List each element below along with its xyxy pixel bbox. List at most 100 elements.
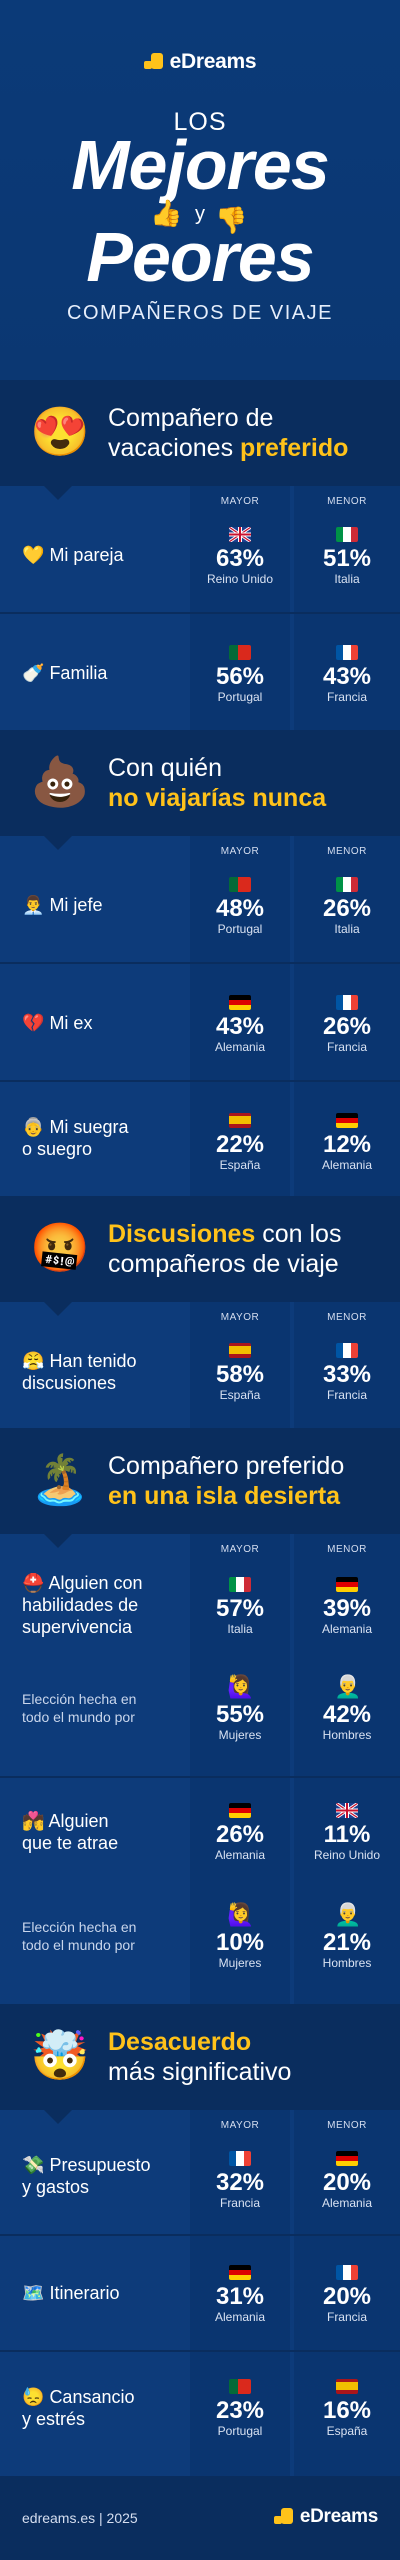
broken-heart-icon: 💔 bbox=[22, 1013, 45, 1033]
flag-spain-icon bbox=[228, 1342, 252, 1358]
percentage: 20% bbox=[322, 2283, 372, 2310]
gender-label: Mujeres bbox=[218, 1728, 262, 1742]
country: Alemania bbox=[321, 1158, 373, 1172]
flag-uk-icon bbox=[228, 526, 252, 542]
cell-mujeres: 🙋‍♀️ 55% Mujeres bbox=[190, 1674, 290, 1743]
country: Italia bbox=[227, 1622, 253, 1636]
poop-icon: 💩 bbox=[30, 756, 90, 809]
percentage: 26% bbox=[215, 1821, 265, 1848]
percentage: 16% bbox=[322, 2397, 372, 2424]
woman-icon: 🙋‍♀️ bbox=[227, 1902, 255, 1927]
section-title-line1: Compañero preferido bbox=[108, 1452, 345, 1480]
percentage: 20% bbox=[322, 2169, 372, 2196]
section-title-highlight: Desacuerdo bbox=[108, 2028, 252, 2056]
rescue-helmet-icon: ⛑️ bbox=[22, 1573, 45, 1593]
cell-menor: 33% Francia bbox=[297, 1342, 397, 1403]
row-text: supervivencia bbox=[22, 1617, 133, 1637]
flag-portugal-icon bbox=[228, 2378, 252, 2394]
country: Alemania bbox=[214, 1848, 266, 1862]
title-mejores: Mejores bbox=[71, 126, 330, 204]
older-woman-icon: 👵 bbox=[22, 1117, 45, 1137]
flag-france-icon bbox=[335, 994, 359, 1010]
column-menor bbox=[294, 1534, 400, 2004]
cell-menor: 12% Alemania bbox=[297, 1112, 397, 1173]
country: Alemania bbox=[214, 2310, 266, 2324]
label-mayor: MAYOR bbox=[220, 2120, 260, 2131]
cell-mujeres: 🙋‍♀️ 10% Mujeres bbox=[190, 1902, 290, 1971]
label-menor: MENOR bbox=[327, 846, 367, 857]
cell-mayor: 56% Portugal bbox=[190, 644, 290, 705]
section-header-no-viajarias: 💩 Con quién no viajarías nunca bbox=[0, 730, 400, 836]
percentage: 22% bbox=[215, 1131, 265, 1158]
edreams-logo-icon bbox=[273, 2508, 294, 2526]
flag-italy-icon bbox=[335, 876, 359, 892]
row-text: discusiones bbox=[22, 1373, 117, 1393]
row-label-mi-ex: 💔 Mi ex bbox=[22, 1012, 92, 1034]
title-y: y bbox=[195, 203, 205, 225]
row-text: Mi pareja bbox=[49, 545, 124, 565]
gender-label: Hombres bbox=[322, 1956, 372, 1970]
brand-logo[interactable]: eDreams bbox=[0, 50, 400, 74]
country: Alemania bbox=[321, 1622, 373, 1636]
man-icon: 👨‍🦳 bbox=[334, 1902, 362, 1927]
section-notch bbox=[44, 1534, 72, 1548]
sweat-face-icon: 😓 bbox=[22, 2387, 45, 2407]
row-text: y estrés bbox=[22, 2409, 86, 2429]
row-label-alguien-atrae: 💏 Alguien que te atrae bbox=[22, 1810, 118, 1854]
label-mayor: MAYOR bbox=[220, 846, 260, 857]
baby-bottle-icon: 🍼 bbox=[22, 663, 45, 683]
row-text: Presupuesto bbox=[49, 2155, 151, 2175]
row-label-mi-suegra: 👵 Mi suegra o suegro bbox=[22, 1116, 128, 1160]
row-text: que te atrae bbox=[22, 1833, 119, 1853]
cell-mayor: 43% Alemania bbox=[190, 994, 290, 1055]
cell-mayor: 32% Francia bbox=[190, 2150, 290, 2211]
cell-menor: 20% Francia bbox=[297, 2264, 397, 2325]
gender-label: Mujeres bbox=[218, 1956, 262, 1970]
column-mayor bbox=[190, 2110, 290, 2476]
country: Francia bbox=[326, 1388, 367, 1402]
row-text: Mi suegra bbox=[49, 1117, 129, 1137]
footer: edreams.es | 2025 eDreams bbox=[0, 2476, 400, 2560]
flag-france-icon bbox=[228, 2150, 252, 2166]
flag-portugal-icon bbox=[228, 876, 252, 892]
man-icon: 👨‍🦳 bbox=[334, 1674, 362, 1699]
country: Francia bbox=[219, 2196, 260, 2210]
footer-site-link[interactable]: edreams.es | 2025 bbox=[22, 2510, 138, 2526]
flag-portugal-icon bbox=[228, 644, 252, 660]
section-title: Compañero de vacaciones preferido bbox=[108, 403, 348, 463]
flag-france-icon bbox=[335, 644, 359, 660]
section-title-highlight: en una isla desierta bbox=[108, 1482, 341, 1510]
section-title: Con quién no viajarías nunca bbox=[108, 753, 326, 813]
thumbs-up-icon: 👍 bbox=[150, 198, 183, 228]
footer-brand-logo[interactable]: eDreams bbox=[273, 2506, 378, 2528]
flag-france-icon bbox=[335, 2264, 359, 2280]
cell-mayor: 57% Italia bbox=[190, 1576, 290, 1637]
subtitle: COMPAÑEROS DE VIAJE bbox=[67, 302, 333, 324]
row-text: Itinerario bbox=[49, 2283, 120, 2303]
label-menor: MENOR bbox=[327, 2120, 367, 2131]
row-divider bbox=[0, 2234, 400, 2236]
map-icon: 🗺️ bbox=[22, 2283, 45, 2303]
title-los: LOS bbox=[173, 108, 227, 136]
brand-name: eDreams bbox=[169, 50, 257, 73]
section-body-discusiones: MAYOR MENOR 😤 Han tenido discusiones 58% … bbox=[0, 1302, 400, 1428]
section-title-highlight: no viajarías nunca bbox=[108, 784, 327, 812]
row-divider bbox=[0, 1080, 400, 1082]
cell-mayor: 23% Portugal bbox=[190, 2378, 290, 2439]
flag-france-icon bbox=[335, 1342, 359, 1358]
country: España bbox=[326, 2424, 368, 2438]
cell-menor: 51% Italia bbox=[297, 526, 397, 587]
percentage: 31% bbox=[215, 2283, 265, 2310]
percentage: 51% bbox=[322, 545, 372, 572]
row-label-familia: 🍼 Familia bbox=[22, 662, 107, 684]
row-text: y gastos bbox=[22, 2177, 90, 2197]
percentage: 63% bbox=[215, 545, 265, 572]
country: Francia bbox=[326, 1040, 367, 1054]
row-text: Familia bbox=[49, 663, 108, 683]
flag-italy-icon bbox=[335, 526, 359, 542]
yellow-heart-icon: 💛 bbox=[22, 545, 45, 565]
section-body-preferido: MAYOR MENOR 💛 Mi pareja 63% Reino Unido … bbox=[0, 486, 400, 730]
row-divider bbox=[0, 962, 400, 964]
percentage: 48% bbox=[215, 895, 265, 922]
cell-mayor: 63% Reino Unido bbox=[190, 526, 290, 587]
